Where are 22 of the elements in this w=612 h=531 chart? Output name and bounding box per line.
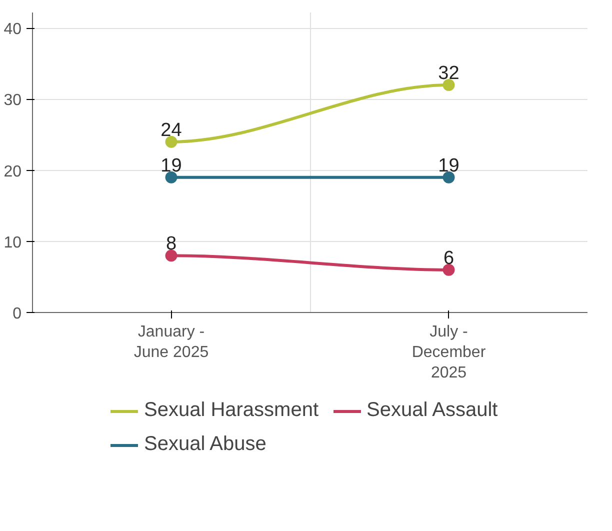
y-tick-label: 10 — [4, 234, 22, 252]
point — [165, 250, 178, 262]
data-label: 8 — [166, 234, 177, 255]
y-tick-label: 40 — [4, 21, 22, 38]
legend-label: Sexual Abuse — [144, 433, 266, 456]
legend-label: Sexual Assault — [366, 399, 498, 422]
y-tick-label: 0 — [12, 306, 22, 322]
data-label: 24 — [160, 120, 182, 141]
point — [442, 171, 455, 184]
point — [165, 171, 178, 184]
x-tick-label: January - June 2025 — [134, 324, 209, 361]
point — [165, 136, 178, 148]
data-label: 32 — [438, 63, 460, 84]
y-tick-label: 30 — [4, 92, 22, 110]
data-label: 19 — [160, 155, 182, 176]
data-label: 19 — [438, 155, 460, 176]
x-tick-label: July - December 2025 — [412, 324, 486, 382]
y-tick-label: 20 — [4, 163, 22, 180]
point — [442, 79, 455, 91]
point — [442, 264, 455, 276]
data-label: 6 — [443, 248, 454, 269]
legend-label: Sexual Harassment — [144, 399, 319, 422]
